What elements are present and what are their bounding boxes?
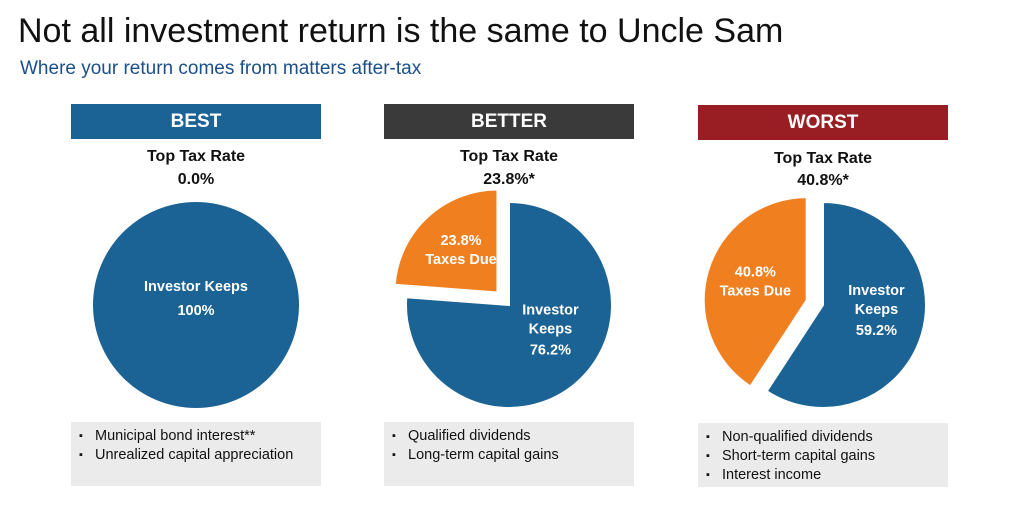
top-tax-rate-label: Top Tax Rate: [459, 148, 559, 165]
panel-better: BETTER Top Tax Rate 23.8%* Taxes Due 23.8…: [384, 0, 634, 532]
slice-label: Investor Keeps: [144, 279, 248, 295]
slice-label: Investor: [848, 283, 905, 299]
bullet-item: Short-term capital gains: [706, 447, 942, 466]
panel-header-better: BETTER: [384, 104, 634, 139]
panel-header-worst: WORST: [698, 105, 948, 140]
top-tax-rate-label: Top Tax Rate: [773, 150, 873, 167]
bullet-item: Interest income: [706, 466, 942, 485]
top-tax-rate-label: Top Tax Rate: [146, 148, 246, 165]
slice-value-label: 23.8%: [440, 233, 481, 249]
pie-chart-best: Investor Keeps 100%: [93, 202, 299, 408]
pie-slice-taxes-due: [702, 196, 808, 388]
slice-label: Taxes Due: [720, 284, 791, 300]
slice-value-label: 100%: [177, 303, 214, 319]
pie-slice-investor-keeps: [765, 200, 927, 409]
slice-value-label: 76.2%: [530, 343, 571, 359]
bullet-item: Long-term capital gains: [392, 446, 628, 465]
pie-slice-investor-keeps: [93, 202, 299, 408]
slice-label: Keeps: [529, 322, 573, 338]
bullet-list-better: Qualified dividends Long-term capital ga…: [384, 422, 634, 486]
panel-header-best: BEST: [71, 104, 321, 139]
slice-label: Taxes Due: [425, 252, 496, 268]
bullet-item: Non-qualified dividends: [706, 428, 942, 447]
panel-best: BEST Top Tax Rate 0.0% Investor Keeps 100…: [71, 0, 321, 532]
slice-value-label: 40.8%: [735, 265, 776, 281]
slice-label: Investor: [522, 303, 579, 319]
bullet-item: Municipal bond interest**: [79, 427, 315, 446]
slice-value-label: 59.2%: [856, 323, 897, 339]
pie-chart-worst: Taxes Due 40.8% Investor Keeps 59.2%: [702, 196, 927, 409]
pie-slice-investor-keeps: [405, 200, 613, 409]
page-title: Not all investment return is the same to…: [18, 12, 784, 50]
page-subtitle: Where your return comes from matters aft…: [20, 58, 422, 79]
slice-label: Keeps: [855, 302, 899, 318]
top-tax-rate-value: 0.0%: [177, 171, 215, 188]
pie-slice-taxes-due: [393, 188, 499, 294]
bullet-list-worst: Non-qualified dividends Short-term capit…: [698, 423, 948, 487]
bullet-list-best: Municipal bond interest** Unrealized cap…: [71, 422, 321, 486]
bullet-item: Unrealized capital appreciation: [79, 446, 315, 465]
top-tax-rate-value: 23.8%*: [483, 171, 535, 188]
pie-chart-better: Taxes Due 23.8% Investor Keeps 76.2%: [393, 188, 613, 409]
panel-worst: WORST Top Tax Rate 40.8%* Taxes Due 40.8%…: [698, 0, 948, 532]
top-tax-rate-value: 40.8%*: [797, 172, 849, 189]
bullet-item: Qualified dividends: [392, 427, 628, 446]
